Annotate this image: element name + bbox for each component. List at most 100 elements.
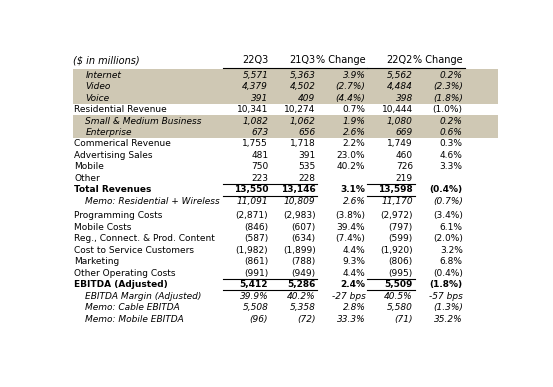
Text: Programming Costs: Programming Costs	[74, 211, 163, 220]
Text: (3.4%): (3.4%)	[433, 211, 463, 220]
Text: 398: 398	[395, 94, 413, 103]
Text: (1.3%): (1.3%)	[433, 303, 463, 312]
Text: 669: 669	[395, 128, 413, 137]
Text: Reg., Connect. & Prod. Content: Reg., Connect. & Prod. Content	[74, 234, 215, 243]
Text: 0.7%: 0.7%	[342, 105, 366, 114]
Text: 223: 223	[251, 174, 268, 183]
Text: 3.9%: 3.9%	[342, 70, 366, 80]
Text: 0.2%: 0.2%	[440, 116, 463, 125]
Text: 0.3%: 0.3%	[440, 139, 463, 149]
Text: (96): (96)	[250, 315, 268, 324]
Text: 39.4%: 39.4%	[337, 223, 366, 232]
Text: Memo: Cable EBITDA: Memo: Cable EBITDA	[85, 303, 180, 312]
Text: 6.8%: 6.8%	[440, 257, 463, 266]
Text: 2.6%: 2.6%	[342, 197, 366, 206]
Text: 5,562: 5,562	[387, 70, 413, 80]
Text: 3.1%: 3.1%	[341, 185, 366, 194]
Text: 35.2%: 35.2%	[434, 315, 463, 324]
Text: 1,718: 1,718	[290, 139, 316, 149]
Text: 40.5%: 40.5%	[384, 291, 413, 301]
Text: (1.8%): (1.8%)	[433, 94, 463, 103]
Text: (1.8%): (1.8%)	[430, 280, 463, 289]
Text: (1,920): (1,920)	[380, 246, 413, 255]
Bar	[72, 81, 498, 92]
Text: (634): (634)	[291, 234, 316, 243]
Text: Video: Video	[85, 82, 111, 91]
Text: 0.2%: 0.2%	[440, 70, 463, 80]
Text: (806): (806)	[389, 257, 413, 266]
Text: 13,598: 13,598	[378, 185, 413, 194]
Text: Memo: Mobile EBITDA: Memo: Mobile EBITDA	[85, 315, 184, 324]
Text: (599): (599)	[389, 234, 413, 243]
Text: 5,363: 5,363	[290, 70, 316, 80]
Text: 10,341: 10,341	[237, 105, 268, 114]
Text: (861): (861)	[244, 257, 268, 266]
Text: 2.6%: 2.6%	[342, 128, 366, 137]
Text: (72): (72)	[297, 315, 316, 324]
Text: (797): (797)	[389, 223, 413, 232]
Text: 656: 656	[298, 128, 316, 137]
Text: 11,091: 11,091	[237, 197, 268, 206]
Text: 2.2%: 2.2%	[343, 139, 366, 149]
Text: 5,358: 5,358	[290, 303, 316, 312]
Text: (2.3%): (2.3%)	[433, 82, 463, 91]
Text: Enterprise: Enterprise	[85, 128, 132, 137]
Text: 33.3%: 33.3%	[337, 315, 366, 324]
Text: 481: 481	[251, 151, 268, 160]
Text: 228: 228	[299, 174, 316, 183]
Bar	[72, 115, 498, 127]
Text: (2.7%): (2.7%)	[336, 82, 366, 91]
Text: (991): (991)	[244, 269, 268, 277]
Bar	[72, 69, 498, 81]
Text: 40.2%: 40.2%	[287, 291, 316, 301]
Text: ($ in millions): ($ in millions)	[74, 55, 140, 65]
Text: Commerical Revenue: Commerical Revenue	[74, 139, 171, 149]
Text: 4.6%: 4.6%	[440, 151, 463, 160]
Text: 4.4%: 4.4%	[343, 269, 366, 277]
Text: Small & Medium Business: Small & Medium Business	[85, 116, 202, 125]
Text: Marketing: Marketing	[74, 257, 119, 266]
Text: Voice: Voice	[85, 94, 109, 103]
Text: 535: 535	[298, 163, 316, 171]
Text: 22Q3: 22Q3	[242, 55, 268, 65]
Text: 460: 460	[396, 151, 413, 160]
Text: 5,571: 5,571	[242, 70, 268, 80]
Text: 9.3%: 9.3%	[342, 257, 366, 266]
Text: 673: 673	[251, 128, 268, 137]
Text: (846): (846)	[244, 223, 268, 232]
Bar	[72, 92, 498, 104]
Text: 1.9%: 1.9%	[342, 116, 366, 125]
Text: 1,082: 1,082	[242, 116, 268, 125]
Text: (2,972): (2,972)	[380, 211, 413, 220]
Text: (995): (995)	[389, 269, 413, 277]
Text: (949): (949)	[291, 269, 316, 277]
Text: 1,755: 1,755	[242, 139, 268, 149]
Text: 219: 219	[396, 174, 413, 183]
Text: 1,062: 1,062	[290, 116, 316, 125]
Text: 22Q2: 22Q2	[387, 55, 413, 65]
Text: 5,509: 5,509	[384, 280, 413, 289]
Text: Mobile: Mobile	[74, 163, 104, 171]
Text: 391: 391	[251, 94, 268, 103]
Text: (1,982): (1,982)	[236, 246, 268, 255]
Text: (0.4%): (0.4%)	[430, 185, 463, 194]
Text: 13,550: 13,550	[234, 185, 268, 194]
Text: % Change: % Change	[316, 55, 366, 65]
Text: (4.4%): (4.4%)	[336, 94, 366, 103]
Text: 10,274: 10,274	[284, 105, 316, 114]
Text: 3.2%: 3.2%	[440, 246, 463, 255]
Text: 23.0%: 23.0%	[337, 151, 366, 160]
Text: 6.1%: 6.1%	[440, 223, 463, 232]
Text: -57 bps: -57 bps	[429, 291, 463, 301]
Text: Internet: Internet	[85, 70, 121, 80]
Text: Other Operating Costs: Other Operating Costs	[74, 269, 176, 277]
Bar	[72, 127, 498, 138]
Text: 5,580: 5,580	[387, 303, 413, 312]
Text: Advertising Sales: Advertising Sales	[74, 151, 153, 160]
Text: 4,484: 4,484	[387, 82, 413, 91]
Text: (2.0%): (2.0%)	[433, 234, 463, 243]
Text: 2.8%: 2.8%	[342, 303, 366, 312]
Text: 5,286: 5,286	[287, 280, 316, 289]
Text: (0.7%): (0.7%)	[433, 197, 463, 206]
Text: 40.2%: 40.2%	[337, 163, 366, 171]
